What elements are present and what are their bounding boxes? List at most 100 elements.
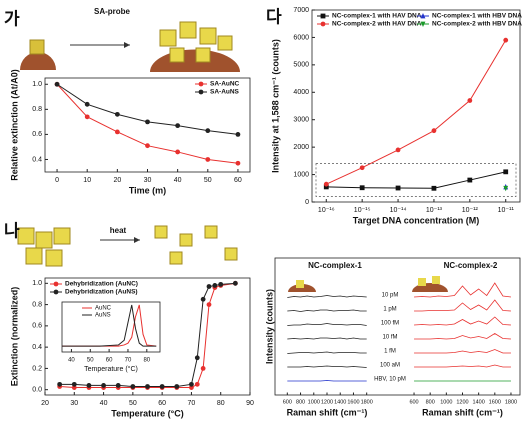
- x-tick-label: 70: [188, 400, 196, 407]
- x-tick-label: 600: [283, 399, 292, 405]
- marker: [53, 281, 59, 287]
- marker: [114, 129, 120, 135]
- x-tick-label: 10⁻¹²: [462, 207, 479, 214]
- x-tick-label: 30: [70, 400, 78, 407]
- x-tick-label: 800: [426, 399, 435, 405]
- spectrum: [414, 364, 511, 368]
- marker: [467, 98, 473, 103]
- spectrum: [287, 323, 367, 326]
- marker: [57, 381, 63, 387]
- x-tick-label: 1200: [321, 399, 333, 405]
- x-tick-label: 60: [234, 177, 242, 184]
- spectrum: [414, 333, 511, 340]
- x-tick-label: 10⁻¹⁶: [318, 207, 335, 214]
- x-tick-label: 90: [246, 400, 254, 407]
- series-line: [326, 171, 506, 189]
- marker: [235, 160, 241, 166]
- marker: [431, 128, 437, 134]
- marker: [174, 384, 180, 389]
- spectrum: [414, 282, 512, 298]
- y-tick-label: 0.2: [32, 365, 42, 372]
- x-tick-label: 1400: [334, 399, 346, 405]
- plot-frame: [274, 257, 521, 396]
- x-tick-label: 20: [41, 400, 49, 407]
- panel-label: 나: [4, 221, 20, 240]
- spectrum: [287, 380, 367, 382]
- legend-label: NC-complex-1 with HBV DNA: [432, 13, 522, 20]
- legend-label: AuNC: [95, 306, 112, 312]
- marker: [320, 21, 326, 27]
- legend-label: NC-complex-1 with HAV DNA: [332, 13, 422, 20]
- marker: [145, 143, 150, 149]
- marker: [175, 149, 181, 155]
- x-tick-label: 10⁻¹⁴: [390, 207, 407, 214]
- x-tick-label: 800: [296, 399, 305, 405]
- marker: [189, 381, 194, 387]
- x-tick-label: 600: [409, 399, 418, 405]
- x-axis-label: Target DNA concentration (M): [353, 215, 480, 225]
- marker: [71, 381, 77, 387]
- marker: [130, 384, 136, 389]
- x-tick-label: 10⁻¹⁵: [354, 207, 371, 214]
- spectrum: [414, 316, 511, 326]
- marker: [86, 383, 92, 388]
- marker: [101, 383, 106, 388]
- x-tick-label: 50: [129, 400, 137, 407]
- marker: [323, 181, 329, 187]
- x-tick-label: 1000: [440, 399, 452, 405]
- marker: [467, 177, 473, 183]
- trace-label: 10 fM: [382, 335, 397, 341]
- trace-label: 10 pM: [382, 293, 399, 299]
- marker: [206, 284, 212, 289]
- marker: [198, 81, 204, 87]
- y-tick-label: 0.6: [32, 131, 42, 138]
- spectrum: [287, 295, 367, 298]
- x-tick-label: 10⁻¹³: [426, 207, 443, 214]
- x-tick-label: 1400: [473, 399, 485, 405]
- annotation: heat: [110, 226, 127, 235]
- x-tick-label: 70: [125, 358, 132, 364]
- marker: [503, 185, 509, 192]
- marker: [198, 89, 204, 95]
- schematic-top: [20, 21, 240, 72]
- x-tick-label: 1600: [347, 399, 359, 405]
- spectrum: [287, 309, 367, 312]
- y-axis-label: Extinction (normalized): [9, 287, 19, 387]
- marker: [114, 111, 120, 117]
- spectrum: [287, 337, 367, 340]
- x-tick-label: 1800: [361, 399, 373, 405]
- trace-label: 100 fM: [381, 321, 399, 327]
- panel-title: NC-complex-2: [444, 261, 498, 270]
- x-axis-label: Time (m): [129, 185, 166, 195]
- x-tick-label: 50: [204, 177, 212, 184]
- x-tick-label: 60: [106, 358, 113, 364]
- marker: [145, 384, 150, 389]
- marker: [320, 13, 326, 19]
- x-tick-label: 60: [158, 400, 166, 407]
- marker: [503, 169, 509, 175]
- y-axis-label: Relative extinction (At/A0): [9, 69, 19, 181]
- plot-frame: [311, 9, 521, 203]
- schematic-bottom: [17, 225, 238, 267]
- marker: [200, 296, 206, 302]
- marker: [54, 81, 60, 87]
- x-tick-label: 1000: [308, 399, 320, 405]
- y-tick-label: 0.0: [32, 387, 42, 394]
- x-tick-label: 1200: [456, 399, 468, 405]
- y-tick-label: 3000: [293, 117, 309, 124]
- y-axis-label: Intensity (counts): [264, 289, 274, 364]
- marker: [175, 123, 181, 129]
- spectrum: [414, 349, 511, 354]
- marker: [212, 283, 218, 288]
- dashed-box: [315, 163, 517, 197]
- y-tick-label: 1.0: [32, 280, 42, 287]
- marker: [194, 355, 200, 361]
- x-tick-label: 40: [100, 400, 108, 407]
- y-tick-label: 0.8: [32, 106, 42, 113]
- legend-label: NC-complex-2 with HAV DNA: [332, 21, 422, 28]
- y-tick-label: 4000: [293, 89, 309, 96]
- y-tick-label: 0.4: [32, 156, 42, 163]
- x-tick-label: 10: [83, 177, 91, 184]
- trace-label: 1 pM: [383, 307, 396, 313]
